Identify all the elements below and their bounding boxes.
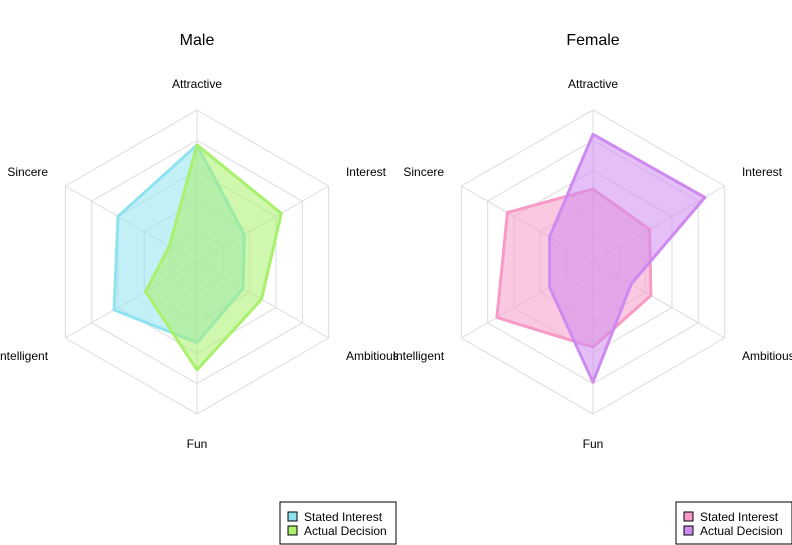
axis-label-interest: Interest (346, 165, 387, 179)
axis-label-intelligent: Intelligent (393, 349, 445, 363)
axis-label-fun: Fun (583, 437, 604, 451)
female-radar-panel: Female Attractive Interest Ambitious Fun Inte… (393, 32, 792, 545)
axis-label-sincere: Sincere (7, 165, 48, 179)
legend-label-actual-decision: Actual Decision (304, 524, 387, 538)
axis-label-attractive: Attractive (568, 77, 618, 91)
axis-label-attractive: Attractive (172, 77, 222, 91)
legend-swatch-stated-interest (683, 511, 694, 522)
legend-label-actual-decision: Actual Decision (700, 524, 783, 538)
legend-box (675, 501, 792, 545)
series-area-actual-decision (144, 143, 283, 372)
legend-box (279, 501, 397, 545)
male-radar-panel: Male Attractive Interest Ambitious Fun Intell… (0, 32, 399, 545)
axis-label-interest: Interest (742, 165, 783, 179)
legend-swatch-actual-decision (287, 525, 298, 536)
legend-label-stated-interest: Stated Interest (700, 510, 779, 524)
legend-label-stated-interest: Stated Interest (304, 510, 383, 524)
series-area-actual-decision (548, 132, 707, 384)
legend-swatch-actual-decision (683, 525, 694, 536)
axis-label-ambitious: Ambitious (742, 349, 792, 363)
chart-title: Female (566, 32, 619, 49)
axis-label-intelligent: Intelligent (0, 349, 49, 363)
legend-swatch-stated-interest (287, 511, 298, 522)
axis-label-sincere: Sincere (403, 165, 444, 179)
chart-title: Male (180, 32, 215, 49)
axis-label-fun: Fun (187, 437, 208, 451)
axis-label-ambitious: Ambitious (346, 349, 399, 363)
